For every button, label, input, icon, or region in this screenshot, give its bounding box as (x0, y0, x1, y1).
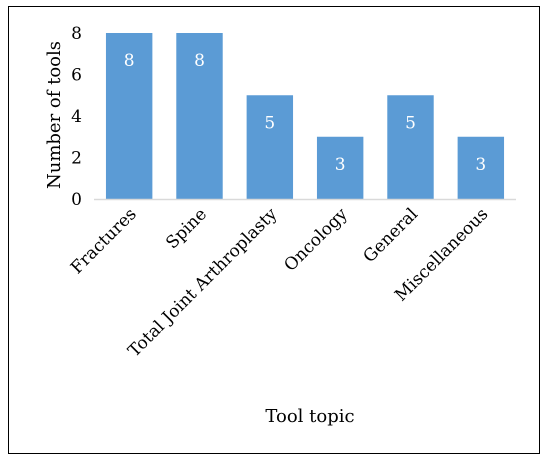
bar-data-label: 3 (475, 155, 486, 175)
x-tick-label: General (360, 204, 422, 266)
y-tick-label: 8 (71, 24, 82, 44)
y-axis-title: Number of tools (44, 41, 65, 189)
y-tick-label: 6 (71, 66, 82, 86)
y-tick-label: 4 (71, 107, 82, 127)
chart-frame (8, 6, 540, 454)
x-tick-label: Spine (162, 204, 211, 253)
bar-data-label: 3 (335, 155, 346, 175)
bar-data-label: 5 (405, 113, 416, 133)
bar (176, 33, 223, 199)
x-tick-label: Total Joint Arthroplasty (124, 204, 281, 361)
bar-data-label: 8 (194, 51, 205, 71)
bar (387, 95, 434, 199)
bars (105, 33, 505, 199)
bar (246, 95, 294, 199)
y-tick-label: 0 (71, 190, 82, 210)
x-tick-label: Fractures (67, 204, 141, 278)
y-axis-ticks: 0 2 4 6 8 (71, 24, 82, 210)
bar (316, 136, 364, 199)
x-tick-label: Oncology (280, 204, 352, 276)
bar-data-label: 5 (264, 113, 275, 133)
bar-data-label: 8 (124, 51, 135, 71)
bar (457, 136, 505, 199)
bar (105, 33, 153, 199)
y-tick-label: 2 (71, 149, 82, 169)
bar-data-labels: 8 8 5 3 5 3 (124, 51, 486, 175)
x-axis-title: Tool topic (265, 406, 354, 427)
